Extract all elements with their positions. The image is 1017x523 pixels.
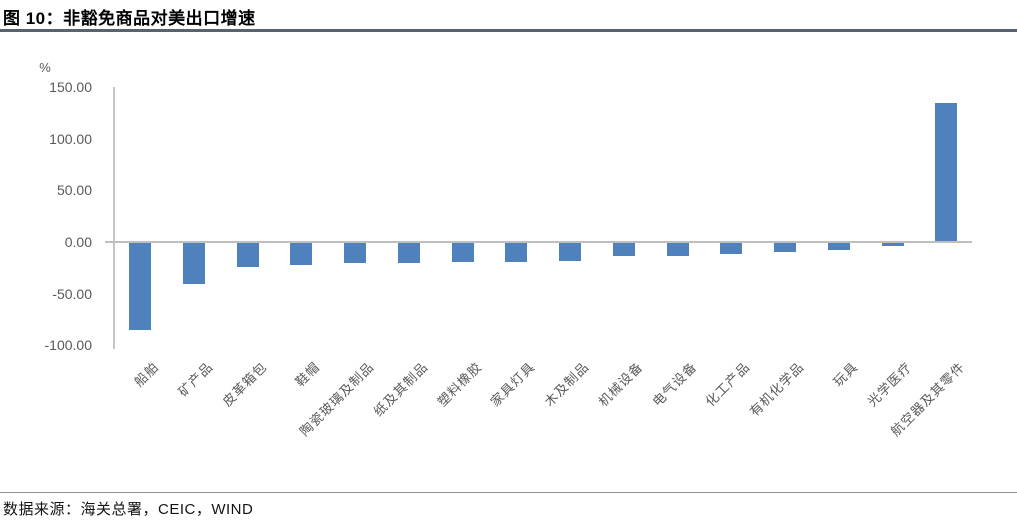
bar — [236, 243, 259, 267]
x-category-label: 光学医疗 — [864, 359, 915, 410]
zero-baseline — [113, 241, 972, 243]
bar — [774, 243, 797, 253]
bar — [559, 243, 582, 262]
x-category-label: 有机化学品 — [746, 359, 807, 420]
bar — [720, 243, 743, 255]
y-tick-label: -100.00 — [44, 337, 92, 354]
x-category-label: 家具灯具 — [487, 359, 539, 410]
x-category-label: 化工产品 — [702, 359, 754, 410]
bar — [129, 243, 152, 330]
x-category-label: 机械设备 — [595, 359, 646, 410]
x-category-label: 塑料橡胶 — [434, 359, 485, 410]
bar — [827, 243, 850, 251]
y-tick-label: 50.00 — [56, 182, 92, 199]
bar — [182, 243, 205, 285]
zero-axis-tick — [105, 241, 113, 243]
bar — [344, 243, 367, 264]
x-category-label: 皮革箱包 — [219, 359, 270, 410]
x-category-label: 纸及其制品 — [370, 359, 431, 420]
bar — [505, 243, 528, 262]
bar — [666, 243, 689, 257]
x-category-label: 木及制品 — [541, 359, 592, 410]
bar — [397, 243, 420, 263]
bar — [935, 102, 958, 241]
footer-divider — [0, 492, 1017, 493]
y-tick-label: 150.00 — [49, 78, 92, 95]
bar — [451, 243, 474, 263]
y-axis-line — [113, 87, 115, 349]
x-category-label: 矿产品 — [175, 359, 216, 400]
x-category-label: 电气设备 — [649, 359, 700, 410]
figure-title: 图 10：非豁免商品对美出口增速 — [3, 9, 256, 28]
bar — [881, 243, 904, 246]
y-tick-label: 0.00 — [64, 234, 92, 250]
title-divider — [0, 29, 1017, 32]
x-category-label: 玩具 — [830, 359, 861, 390]
x-category-label: 船舶 — [131, 359, 162, 390]
y-tick-label: 100.00 — [49, 130, 92, 147]
y-axis-unit-label: % — [39, 60, 51, 75]
x-category-label: 鞋帽 — [292, 359, 324, 390]
y-tick-label: -50.00 — [52, 285, 92, 302]
data-source-note: 数据来源：海关总署，CEIC，WIND — [3, 501, 254, 518]
bar — [612, 243, 635, 257]
bar — [290, 243, 313, 265]
